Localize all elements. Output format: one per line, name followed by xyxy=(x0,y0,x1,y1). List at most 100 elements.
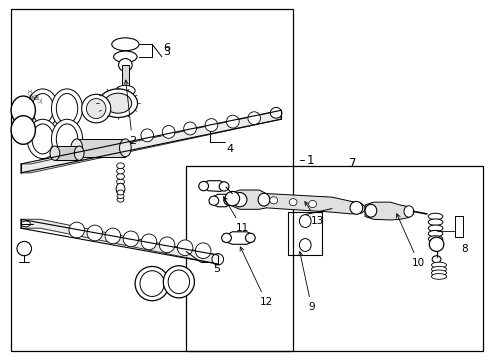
Ellipse shape xyxy=(221,233,231,243)
Text: 13: 13 xyxy=(304,202,324,226)
Ellipse shape xyxy=(69,222,84,238)
Ellipse shape xyxy=(87,225,102,241)
Ellipse shape xyxy=(117,197,123,202)
Ellipse shape xyxy=(177,240,192,256)
Ellipse shape xyxy=(211,253,223,265)
Ellipse shape xyxy=(117,194,123,199)
Ellipse shape xyxy=(208,196,218,205)
Ellipse shape xyxy=(114,51,137,63)
Ellipse shape xyxy=(105,228,121,244)
Ellipse shape xyxy=(270,108,282,118)
Polygon shape xyxy=(210,194,232,207)
Ellipse shape xyxy=(430,262,446,268)
Ellipse shape xyxy=(116,179,124,185)
Text: ∂⊕: ∂⊕ xyxy=(29,93,40,102)
Polygon shape xyxy=(122,65,128,91)
Ellipse shape xyxy=(430,270,446,276)
Ellipse shape xyxy=(349,202,362,214)
Text: 10: 10 xyxy=(396,214,424,268)
Ellipse shape xyxy=(195,243,210,258)
Ellipse shape xyxy=(104,93,131,113)
Polygon shape xyxy=(55,146,79,160)
Text: 7: 7 xyxy=(348,157,356,170)
Ellipse shape xyxy=(99,89,137,117)
Polygon shape xyxy=(77,139,125,157)
Ellipse shape xyxy=(50,146,60,160)
Ellipse shape xyxy=(299,215,310,228)
Bar xyxy=(186,166,482,351)
Ellipse shape xyxy=(27,119,58,158)
Ellipse shape xyxy=(226,115,239,128)
Ellipse shape xyxy=(11,96,35,125)
Ellipse shape xyxy=(141,129,153,142)
Text: 6: 6 xyxy=(163,43,170,53)
Ellipse shape xyxy=(81,94,111,123)
Ellipse shape xyxy=(135,266,169,301)
Bar xyxy=(11,9,292,351)
Ellipse shape xyxy=(365,204,376,217)
Ellipse shape xyxy=(204,119,217,131)
Ellipse shape xyxy=(224,196,233,205)
Ellipse shape xyxy=(245,233,255,243)
Ellipse shape xyxy=(427,225,442,231)
Ellipse shape xyxy=(427,230,442,237)
Ellipse shape xyxy=(430,274,446,279)
Polygon shape xyxy=(21,111,281,173)
Bar xyxy=(287,212,322,255)
Bar xyxy=(454,216,462,237)
Ellipse shape xyxy=(123,231,139,247)
Ellipse shape xyxy=(427,236,442,242)
Text: 11: 11 xyxy=(223,197,248,233)
Ellipse shape xyxy=(403,206,413,217)
Ellipse shape xyxy=(269,197,277,204)
Ellipse shape xyxy=(116,163,124,168)
Polygon shape xyxy=(222,232,254,244)
Polygon shape xyxy=(365,202,413,220)
Ellipse shape xyxy=(116,168,124,174)
Ellipse shape xyxy=(11,116,35,144)
Text: 9: 9 xyxy=(298,252,314,312)
Text: 4: 4 xyxy=(225,144,233,154)
Polygon shape xyxy=(229,190,365,214)
Text: ☿: ☿ xyxy=(26,89,33,99)
Ellipse shape xyxy=(56,94,78,123)
Ellipse shape xyxy=(299,239,310,251)
Ellipse shape xyxy=(141,234,157,250)
Ellipse shape xyxy=(288,199,296,206)
Ellipse shape xyxy=(116,174,124,179)
Text: ♃: ♃ xyxy=(36,97,43,106)
Ellipse shape xyxy=(258,193,269,206)
Ellipse shape xyxy=(163,266,194,298)
Text: 5: 5 xyxy=(213,264,220,274)
Ellipse shape xyxy=(116,183,124,195)
Ellipse shape xyxy=(162,126,175,138)
Ellipse shape xyxy=(168,270,189,294)
Ellipse shape xyxy=(199,181,208,191)
Ellipse shape xyxy=(86,99,106,118)
Ellipse shape xyxy=(116,85,135,96)
Ellipse shape xyxy=(27,89,58,128)
Ellipse shape xyxy=(183,122,196,135)
Ellipse shape xyxy=(56,124,78,154)
Ellipse shape xyxy=(112,38,139,51)
Text: 8: 8 xyxy=(461,244,467,253)
Ellipse shape xyxy=(71,139,82,157)
Ellipse shape xyxy=(117,190,123,195)
Ellipse shape xyxy=(118,59,132,71)
Ellipse shape xyxy=(51,119,82,158)
Ellipse shape xyxy=(224,192,239,206)
Text: 12: 12 xyxy=(240,247,272,307)
Text: 3: 3 xyxy=(163,48,170,58)
Ellipse shape xyxy=(427,219,442,225)
Text: 1: 1 xyxy=(306,154,314,167)
Ellipse shape xyxy=(119,139,131,157)
Text: 2: 2 xyxy=(124,80,136,146)
Polygon shape xyxy=(201,181,225,192)
Ellipse shape xyxy=(308,201,316,208)
Ellipse shape xyxy=(74,146,84,160)
Ellipse shape xyxy=(431,256,440,263)
Ellipse shape xyxy=(427,213,442,220)
Ellipse shape xyxy=(247,112,260,125)
Ellipse shape xyxy=(140,271,164,296)
Ellipse shape xyxy=(428,237,443,251)
